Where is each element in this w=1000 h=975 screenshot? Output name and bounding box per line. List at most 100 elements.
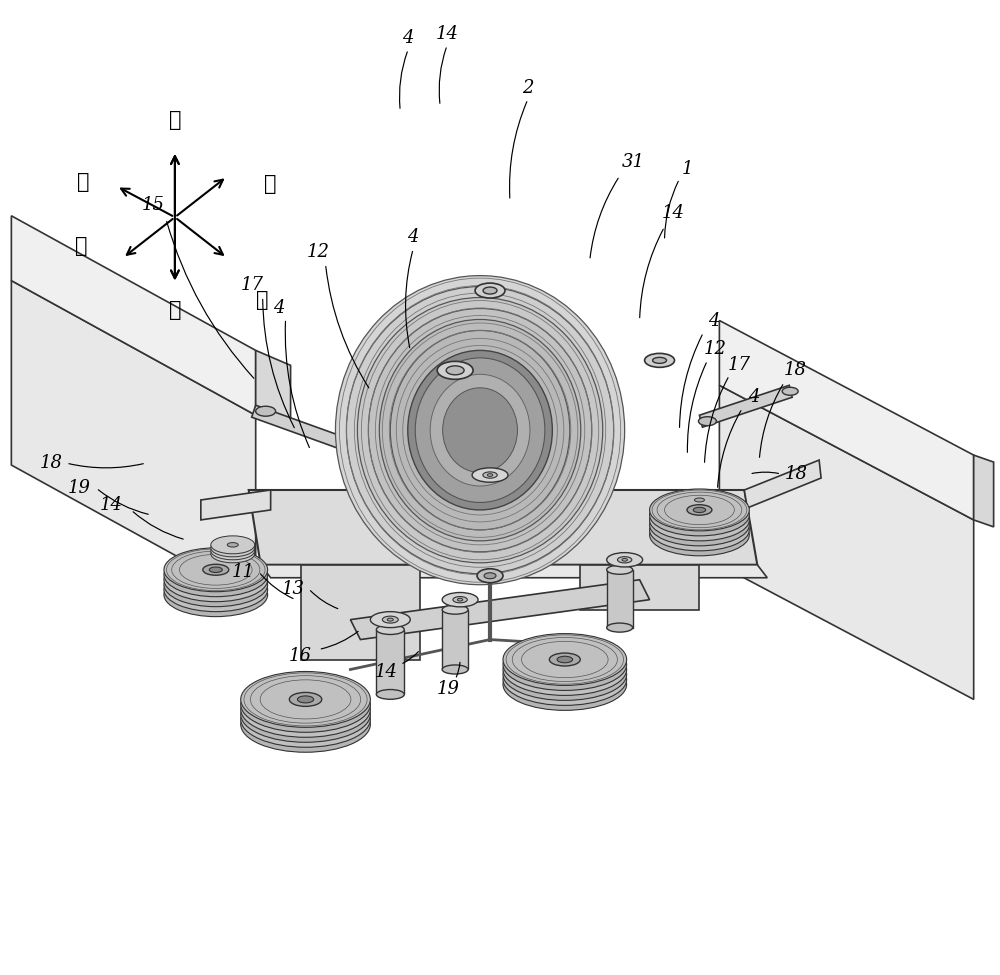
- Polygon shape: [719, 385, 974, 699]
- Text: 18: 18: [785, 465, 808, 483]
- Polygon shape: [11, 281, 256, 600]
- Polygon shape: [249, 490, 757, 565]
- Ellipse shape: [241, 686, 370, 742]
- Text: 14: 14: [436, 25, 459, 43]
- Ellipse shape: [475, 283, 505, 298]
- Ellipse shape: [164, 553, 268, 597]
- Polygon shape: [719, 321, 974, 520]
- Ellipse shape: [211, 542, 255, 560]
- Ellipse shape: [437, 362, 473, 379]
- Ellipse shape: [241, 672, 370, 727]
- Ellipse shape: [483, 472, 497, 478]
- Text: 16: 16: [289, 646, 312, 665]
- Ellipse shape: [227, 543, 238, 547]
- Ellipse shape: [549, 653, 580, 666]
- Text: 1: 1: [682, 160, 693, 177]
- Text: 13: 13: [282, 580, 305, 598]
- Ellipse shape: [446, 366, 464, 374]
- Ellipse shape: [382, 616, 398, 623]
- Ellipse shape: [415, 358, 545, 502]
- Ellipse shape: [503, 648, 627, 700]
- Ellipse shape: [390, 331, 570, 529]
- Ellipse shape: [335, 276, 625, 585]
- Text: 15: 15: [141, 196, 164, 214]
- Polygon shape: [261, 565, 767, 578]
- Ellipse shape: [687, 505, 712, 515]
- Text: 17: 17: [728, 356, 751, 374]
- Ellipse shape: [164, 548, 268, 592]
- Ellipse shape: [256, 407, 276, 416]
- Text: 19: 19: [68, 479, 91, 497]
- Ellipse shape: [650, 509, 749, 551]
- Ellipse shape: [209, 567, 222, 572]
- Ellipse shape: [369, 451, 387, 460]
- Text: 12: 12: [704, 340, 727, 359]
- Ellipse shape: [650, 494, 749, 536]
- Text: 下: 下: [169, 110, 181, 130]
- Ellipse shape: [483, 287, 497, 294]
- Ellipse shape: [442, 665, 468, 674]
- Ellipse shape: [680, 498, 719, 514]
- Text: 4: 4: [749, 388, 760, 407]
- Ellipse shape: [650, 489, 749, 530]
- Ellipse shape: [503, 658, 627, 711]
- Ellipse shape: [645, 353, 675, 368]
- Ellipse shape: [297, 696, 314, 703]
- Ellipse shape: [607, 553, 643, 567]
- Ellipse shape: [477, 568, 503, 583]
- Ellipse shape: [680, 501, 719, 517]
- Text: 17: 17: [241, 276, 264, 293]
- Ellipse shape: [650, 504, 749, 546]
- Ellipse shape: [241, 677, 370, 732]
- Text: 18: 18: [784, 362, 807, 379]
- Ellipse shape: [443, 388, 517, 473]
- Text: 14: 14: [375, 663, 398, 682]
- Ellipse shape: [650, 499, 749, 541]
- Polygon shape: [301, 565, 420, 659]
- Polygon shape: [974, 455, 994, 526]
- Text: 12: 12: [307, 243, 330, 260]
- Ellipse shape: [622, 559, 627, 562]
- Text: 11: 11: [232, 563, 255, 581]
- Ellipse shape: [442, 605, 468, 614]
- Ellipse shape: [487, 474, 493, 477]
- Text: 前: 前: [75, 237, 87, 255]
- Ellipse shape: [430, 374, 530, 486]
- Ellipse shape: [346, 287, 614, 573]
- Ellipse shape: [653, 358, 667, 364]
- Ellipse shape: [368, 308, 592, 552]
- Ellipse shape: [484, 572, 496, 579]
- Ellipse shape: [289, 692, 322, 706]
- Ellipse shape: [211, 536, 255, 554]
- Ellipse shape: [453, 597, 467, 603]
- Ellipse shape: [241, 682, 370, 737]
- Polygon shape: [607, 569, 633, 628]
- Ellipse shape: [164, 572, 268, 616]
- Text: 4: 4: [407, 228, 419, 246]
- Ellipse shape: [782, 387, 798, 395]
- Polygon shape: [580, 565, 699, 609]
- Text: 4: 4: [708, 312, 719, 331]
- Polygon shape: [442, 609, 468, 670]
- Ellipse shape: [379, 320, 581, 541]
- Ellipse shape: [357, 297, 603, 563]
- Ellipse shape: [211, 539, 255, 557]
- Polygon shape: [11, 215, 256, 415]
- Ellipse shape: [503, 644, 627, 695]
- Ellipse shape: [557, 656, 573, 663]
- Ellipse shape: [164, 558, 268, 602]
- Ellipse shape: [650, 514, 749, 556]
- Ellipse shape: [442, 593, 478, 606]
- Ellipse shape: [376, 689, 404, 699]
- Text: 后: 后: [264, 175, 277, 194]
- Text: 31: 31: [622, 153, 645, 171]
- Text: 上: 上: [169, 301, 181, 320]
- Ellipse shape: [241, 696, 370, 753]
- Ellipse shape: [503, 634, 627, 685]
- Polygon shape: [256, 350, 291, 430]
- Polygon shape: [201, 490, 271, 520]
- Text: 2: 2: [522, 79, 534, 98]
- Text: 19: 19: [437, 681, 460, 698]
- Polygon shape: [376, 630, 404, 694]
- Ellipse shape: [472, 468, 508, 483]
